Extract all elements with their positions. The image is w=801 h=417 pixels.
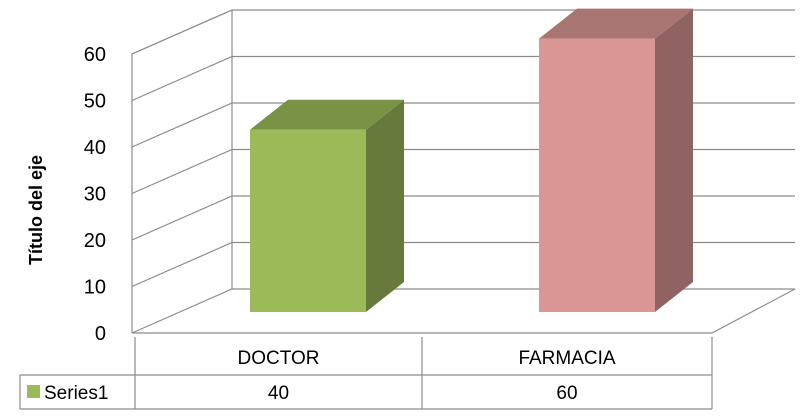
legend-series-label: Series1 xyxy=(44,383,108,404)
y-tick-label: 20 xyxy=(84,230,106,252)
y-tick-label: 0 xyxy=(95,323,106,345)
y-tick-label: 30 xyxy=(84,184,106,206)
legend-key xyxy=(27,385,40,398)
y-axis-ticks: 0 10 20 30 40 50 60 xyxy=(84,44,106,345)
bar-doctor xyxy=(250,99,404,312)
y-tick-label: 50 xyxy=(84,91,106,113)
bar-top xyxy=(250,99,404,130)
category-label: DOCTOR xyxy=(238,348,320,369)
bar-front xyxy=(250,129,366,312)
bar-side xyxy=(366,99,404,312)
bar-farmacia xyxy=(539,8,693,313)
bars xyxy=(250,8,693,313)
y-axis-title: Título del eje xyxy=(26,155,46,265)
gridlines xyxy=(131,9,795,288)
data-label: 60 xyxy=(556,383,577,404)
category-label: FARMACIA xyxy=(518,348,615,369)
bar-front xyxy=(539,38,655,313)
bar-side xyxy=(655,8,693,313)
data-label: 40 xyxy=(268,383,289,404)
y-tick-label: 60 xyxy=(84,44,106,66)
y-tick-label: 40 xyxy=(84,137,106,159)
data-table: DOCTOR 40 FARMACIA 60 Series1 xyxy=(19,337,713,410)
chart-walls xyxy=(131,9,796,334)
bar-top xyxy=(539,8,693,39)
y-tick-label: 10 xyxy=(84,277,106,299)
